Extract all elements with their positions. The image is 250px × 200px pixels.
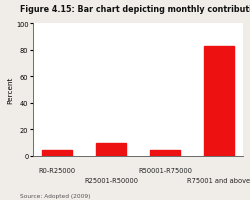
Text: R0-R25000: R0-R25000 — [38, 167, 75, 173]
Y-axis label: Percent: Percent — [7, 76, 13, 104]
Text: R50001-R75000: R50001-R75000 — [138, 167, 191, 173]
Text: Figure 4.15: Bar chart depicting monthly contributions: Figure 4.15: Bar chart depicting monthly… — [20, 5, 250, 14]
Bar — [96, 143, 126, 156]
Text: R25001-R50000: R25001-R50000 — [84, 177, 138, 183]
Bar — [204, 46, 233, 156]
Bar — [42, 151, 72, 156]
Bar — [150, 151, 179, 156]
Text: Source: Adopted (2009): Source: Adopted (2009) — [20, 193, 90, 198]
Text: R75001 and above: R75001 and above — [187, 177, 250, 183]
